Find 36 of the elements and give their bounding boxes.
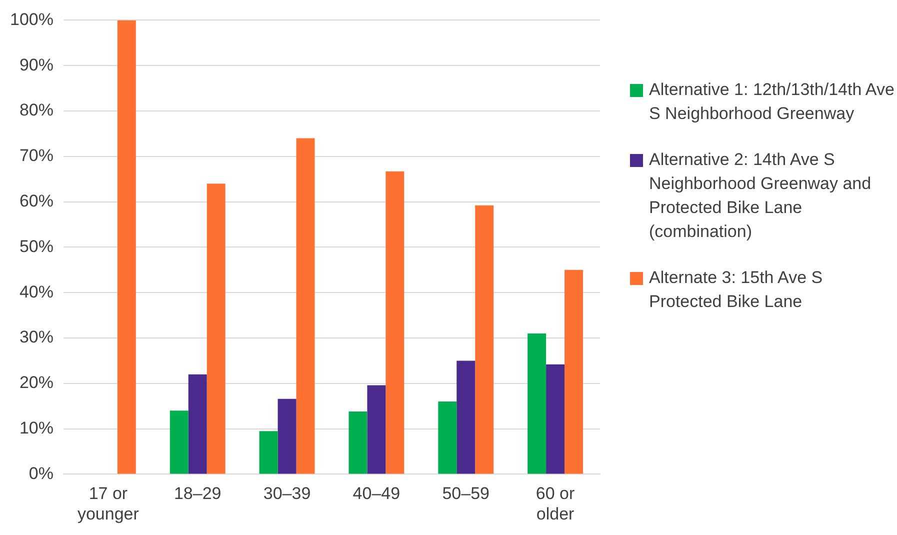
y-tick-label: 80% [19, 100, 54, 120]
x-tick-label: 17 or younger [77, 484, 140, 524]
y-tick-label: 40% [19, 282, 54, 302]
y-tick-label: 70% [19, 146, 54, 166]
legend-label: Alternative 2: 14th Ave S Neighborhood Greenway and Protected Bike Lane (combination) [649, 149, 872, 243]
y-tick-label: 20% [19, 373, 54, 392]
bar [259, 431, 278, 474]
y-tick-label: 30% [19, 328, 54, 347]
bar [367, 385, 386, 474]
legend-label: Alternative 1: 12th/13th/14th Ave S Neighborhood Greenway [649, 79, 895, 125]
bar [348, 412, 368, 474]
bar [296, 138, 315, 474]
x-tick-label: 50–59 [442, 484, 490, 504]
bar [546, 364, 565, 474]
bar [117, 20, 136, 474]
bar [456, 360, 476, 474]
y-tick-label: 60% [19, 191, 54, 210]
bar [170, 410, 188, 474]
bar [438, 402, 457, 474]
bar [206, 184, 226, 474]
bar [528, 333, 546, 474]
y-tick-label: 100% [10, 10, 54, 29]
legend-label: Alternate 3: 15th Ave S Protected Bike Lane [649, 267, 824, 313]
bar [188, 374, 207, 474]
y-tick-label: 0% [28, 464, 54, 483]
y-tick-label: 10% [19, 418, 54, 438]
x-tick-label: 30–39 [263, 484, 311, 504]
bar [564, 270, 584, 474]
x-tick-label: 18–29 [174, 484, 222, 504]
bar [475, 205, 494, 474]
bar [278, 398, 296, 474]
bar [386, 171, 404, 474]
x-tick-label: 40–49 [352, 484, 400, 504]
y-tick-label: 50% [19, 236, 54, 256]
y-tick-label: 90% [19, 55, 54, 74]
x-tick-label: 60 or older [536, 484, 575, 524]
